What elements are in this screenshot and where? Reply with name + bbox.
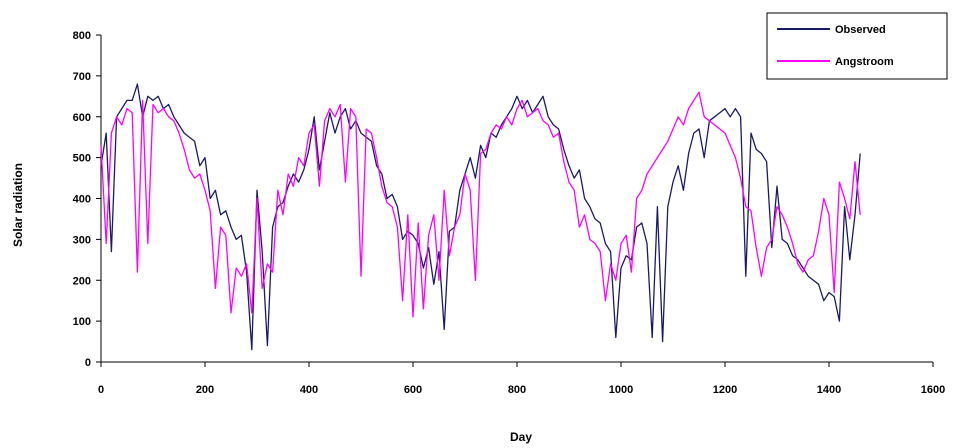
chart-ticks: 0 100 200 300 400 500 600 700 800 0 200 400 600 800 10… — [73, 30, 946, 396]
x-tick-label: 0 — [98, 384, 104, 396]
x-axis-title: Day — [510, 430, 532, 444]
legend-label-angstroom: Angstroom — [835, 56, 894, 68]
y-tick-label: 400 — [73, 194, 91, 206]
y-tick-label: 500 — [73, 153, 91, 165]
y-tick-label: 200 — [73, 275, 91, 287]
x-tick-label: 200 — [196, 384, 214, 396]
x-tick-label: 600 — [404, 384, 422, 396]
x-tick-label: 1400 — [817, 384, 841, 396]
x-tick-label: 1600 — [921, 384, 945, 396]
chart-axes — [100, 35, 933, 363]
y-tick-label: 700 — [73, 71, 91, 83]
series-line-observed — [100, 83, 861, 351]
y-tick-label: 300 — [73, 234, 91, 246]
x-tick-label: 1000 — [609, 384, 633, 396]
series-line-angstroom — [100, 91, 861, 318]
y-tick-label: 600 — [73, 112, 91, 124]
x-tick-label: 1200 — [713, 384, 737, 396]
legend: Observed Angstroom — [766, 12, 948, 80]
y-tick-label: 0 — [85, 357, 91, 369]
x-tick-label: 800 — [508, 384, 526, 396]
legend-label-observed: Observed — [835, 24, 886, 36]
chart-series — [100, 83, 861, 351]
legend-box — [766, 12, 948, 80]
y-tick-label: 800 — [73, 30, 91, 42]
y-axis-title: Solar radiation — [11, 163, 25, 247]
x-tick-label: 400 — [300, 384, 318, 396]
y-tick-label: 100 — [73, 316, 91, 328]
